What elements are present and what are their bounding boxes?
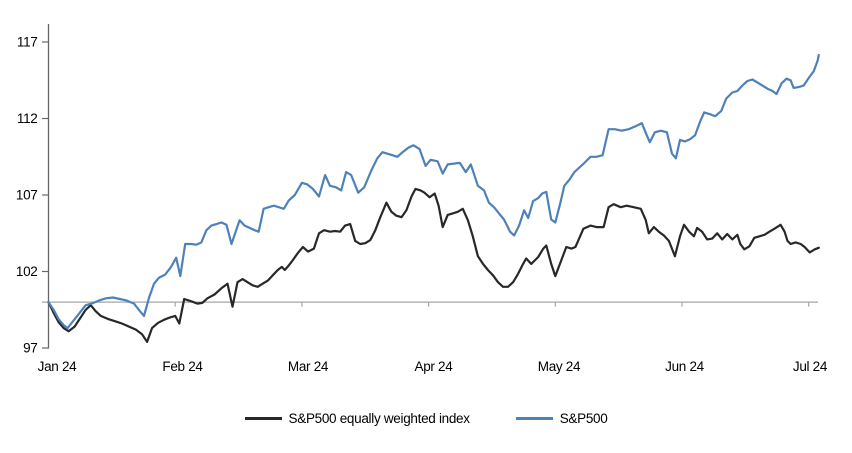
y-tick-label: 117 [17, 35, 38, 50]
y-tick-label: 112 [17, 111, 38, 126]
legend-label: S&P500 [559, 411, 608, 426]
legend-label: S&P500 equally weighted index [288, 411, 470, 426]
x-tick-label: Mar 24 [288, 359, 329, 374]
y-tick-label: 102 [16, 264, 38, 279]
y-tick-label: 97 [23, 341, 37, 356]
legend-line-sample-dark [244, 417, 282, 420]
series-line-sp500 [47, 53, 820, 330]
y-tick-label: 107 [16, 188, 38, 203]
legend-line-sample-blue [515, 417, 553, 420]
x-tick-label: Apr 24 [415, 359, 454, 374]
series-line-equal-weight [47, 187, 820, 343]
x-tick-label: Feb 24 [162, 359, 203, 374]
x-tick-label: Jun 24 [665, 359, 705, 374]
x-tick-label: Jul 24 [793, 359, 828, 374]
legend-item-equal-weight: S&P500 equally weighted index [244, 411, 470, 426]
x-tick-label: May 24 [538, 359, 581, 374]
legend-item-sp500: S&P500 [515, 411, 608, 426]
chart-legend: S&P500 equally weighted index S&P500 [0, 411, 852, 426]
x-tick-label: Jan 24 [38, 359, 78, 374]
